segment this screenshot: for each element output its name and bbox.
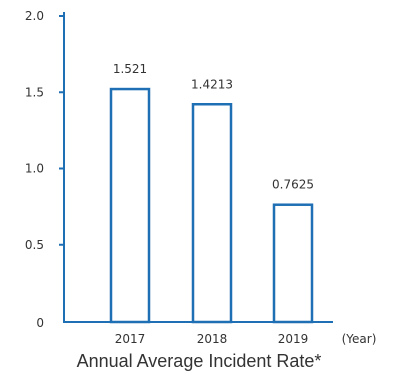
- bar-value-label: 0.7625: [272, 178, 314, 192]
- y-tick-label: 0.5: [25, 238, 44, 252]
- x-tick-label: 2017: [115, 332, 146, 346]
- bar: [109, 87, 151, 324]
- x-axis-ticks: 2017 2018 2019: [115, 332, 309, 346]
- y-tick-label: 1.0: [25, 162, 44, 176]
- bar: [272, 203, 314, 324]
- bar: [191, 103, 233, 324]
- y-axis-ticks: 0 0.5 1.0 1.5 2.0: [25, 9, 64, 330]
- bar-value-label: 1.4213: [191, 77, 233, 91]
- x-axis-label: (Year): [342, 332, 377, 346]
- chart-title: Annual Average Incident Rate*: [76, 351, 322, 371]
- y-tick-label: 1.5: [25, 85, 44, 99]
- x-tick-label: 2018: [197, 332, 228, 346]
- x-tick-label: 2019: [278, 332, 309, 346]
- y-tick-label: 0: [36, 316, 44, 330]
- y-tick-label: 2.0: [25, 9, 44, 23]
- bar-value-label: 1.521: [113, 62, 147, 76]
- bars: 1.521 1.4213 0.7625: [109, 62, 314, 324]
